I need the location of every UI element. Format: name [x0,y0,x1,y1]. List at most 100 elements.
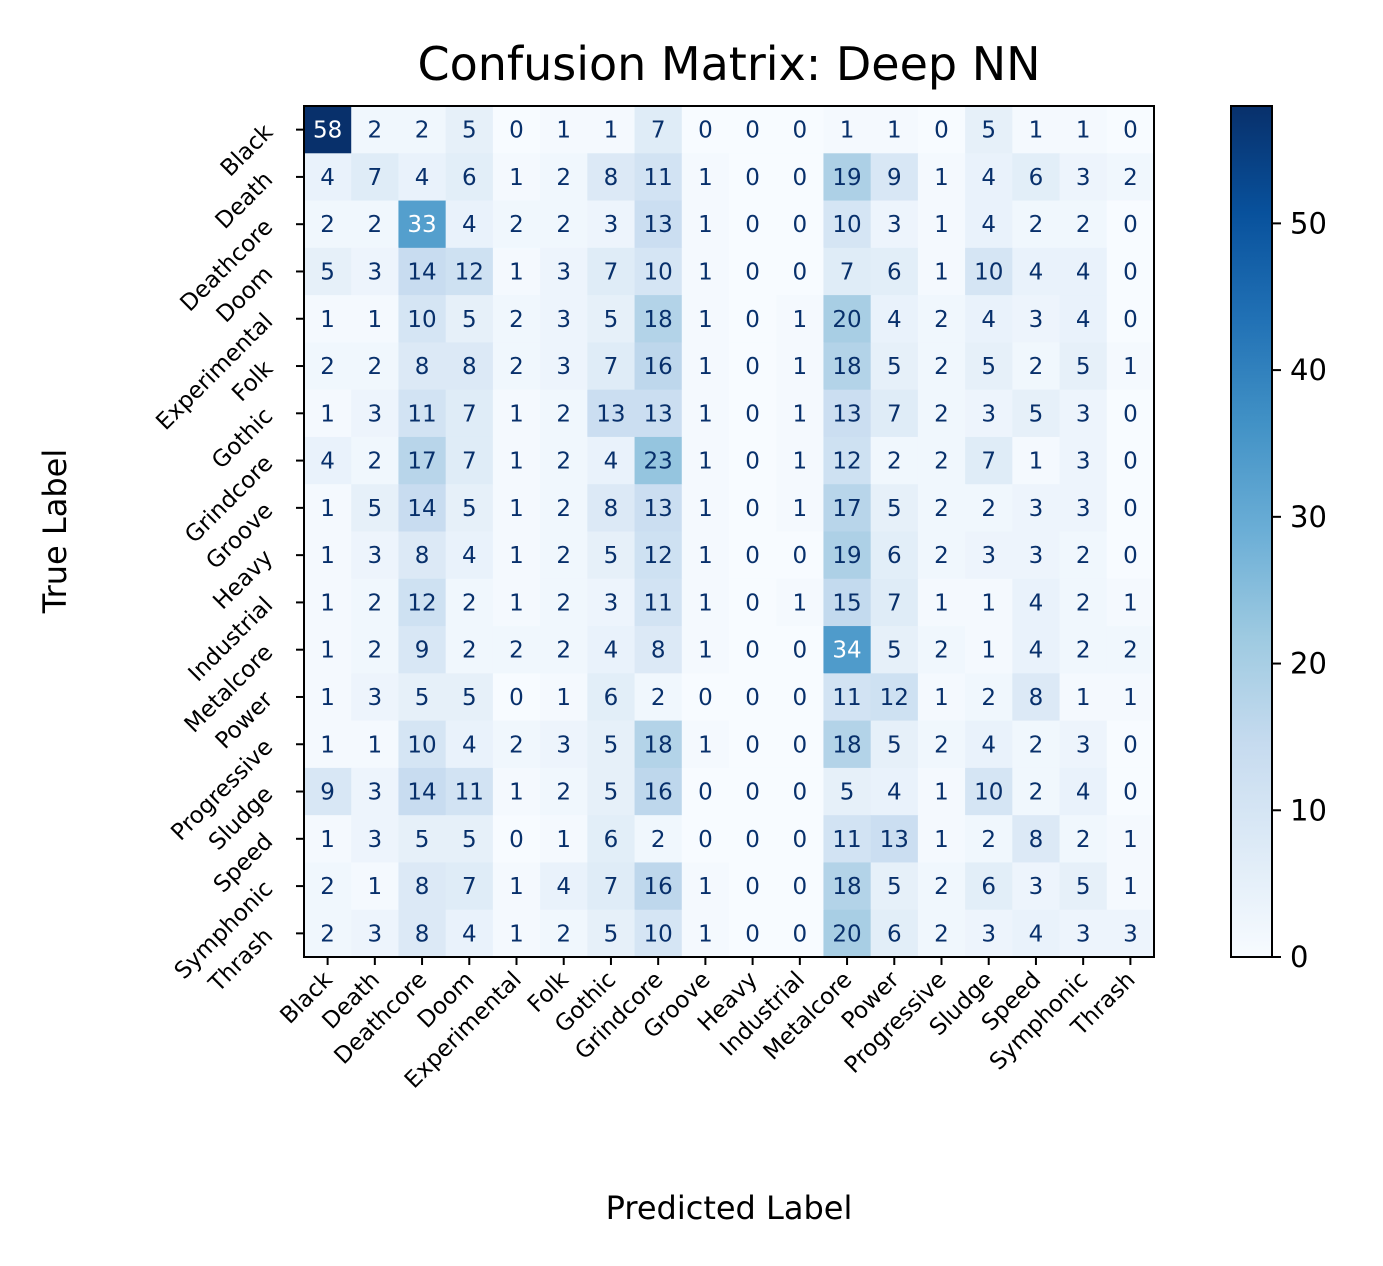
cell-value-label: 2 [320,874,335,900]
heatmap-cell [1059,200,1108,249]
cell-value-label: 2 [1076,638,1091,664]
heatmap-cell [587,342,636,391]
heatmap-cell [776,626,825,674]
cell-value-label: 12 [407,590,436,616]
heatmap-cell [445,295,494,343]
heatmap-cell [351,200,400,249]
cell-value-label: 2 [368,638,383,664]
cell-value-label: 5 [604,543,619,569]
heatmap-cell [540,106,588,154]
heatmap-cell [304,247,352,296]
cell-value-label: 1 [1123,590,1138,616]
heatmap-cell [492,484,541,533]
cell-value-label: 2 [651,827,666,853]
cell-value-label: 4 [462,921,477,947]
heatmap-cell [304,720,352,769]
heatmap-cell [634,578,683,627]
heatmap-cell [823,295,872,343]
cell-value-label: 33 [407,212,436,238]
heatmap-cell [870,295,919,343]
heatmap-cell [587,247,636,296]
heatmap-cell [1059,295,1108,343]
cell-value-label: 0 [745,259,760,285]
cell-value-label: 1 [698,921,713,947]
colorbar-tick-label: 10 [1290,793,1327,827]
heatmap-cell [823,720,872,769]
heatmap-cell [917,578,966,627]
heatmap-cell [634,626,683,674]
cell-value-label: 19 [832,543,861,569]
heatmap-cell [776,106,825,154]
heatmap-cell [965,673,1013,722]
heatmap-cell [351,767,400,816]
cell-value-label: 1 [1076,685,1091,711]
heatmap-cell [492,626,541,674]
cell-value-label: 0 [745,212,760,238]
cell-value-label: 1 [509,401,524,427]
cell-value-label: 4 [1029,921,1044,947]
cell-value-label: 1 [1029,449,1044,475]
heatmap-cell [351,436,400,485]
cell-value-label: 1 [556,685,571,711]
heatmap-cell [398,626,447,674]
heatmap-cell [729,767,777,816]
cell-value-label: 1 [1123,874,1138,900]
heatmap-cell [351,531,400,580]
cell-value-label: 7 [887,401,902,427]
heatmap-cell [823,673,872,722]
heatmap-cell [1106,531,1155,580]
cell-value-label: 1 [320,827,335,853]
heatmap-cell [398,295,447,343]
heatmap-cell [681,247,730,296]
heatmap-cell [351,578,400,627]
cell-value-label: 0 [793,921,808,947]
cell-value-label: 3 [1029,496,1044,522]
heatmap-cell [776,153,825,202]
cell-value-label: 3 [368,259,383,285]
heatmap-cell [304,862,352,911]
heatmap-cell [965,342,1013,391]
heatmap-cell [729,389,777,438]
heatmap-cell [398,153,447,202]
heatmap-cell [776,531,825,580]
heatmap-cell [1059,815,1108,864]
cell-value-label: 1 [698,732,713,758]
heatmap-cell [729,247,777,296]
heatmap-cell [917,767,966,816]
cell-value-label: 16 [644,874,673,900]
cell-value-label: 5 [981,118,996,144]
heatmap-cell [1012,531,1061,580]
heatmap-cell [1106,153,1155,202]
heatmap-cell [1059,578,1108,627]
heatmap-cell [304,342,352,391]
heatmap-cell [870,626,919,674]
heatmap-cell [729,578,777,627]
cell-value-label: 3 [1076,401,1091,427]
heatmap-cell [917,200,966,249]
heatmap-cell [634,484,683,533]
heatmap-cell [965,909,1013,958]
heatmap-cell [304,909,352,958]
heatmap-cell [1012,484,1061,533]
heatmap-cell [776,673,825,722]
heatmap-cell [634,200,683,249]
cell-value-label: 1 [887,118,902,144]
heatmap-cell [351,153,400,202]
cell-value-label: 1 [1123,354,1138,380]
cell-value-label: 2 [556,590,571,616]
heatmap-cell [823,626,872,674]
cell-value-label: 0 [1123,212,1138,238]
cell-value-label: 3 [1123,921,1138,947]
heatmap-cell [965,531,1013,580]
cell-value-label: 2 [320,921,335,947]
cell-value-label: 5 [462,496,477,522]
cell-value-label: 2 [1029,212,1044,238]
heatmap-cell [540,436,588,485]
heatmap-cell [1106,295,1155,343]
cell-value-label: 13 [644,496,673,522]
heatmap-cell [1012,578,1061,627]
heatmap-cell [681,767,730,816]
cell-value-label: 6 [887,259,902,285]
cell-value-label: 0 [793,638,808,664]
